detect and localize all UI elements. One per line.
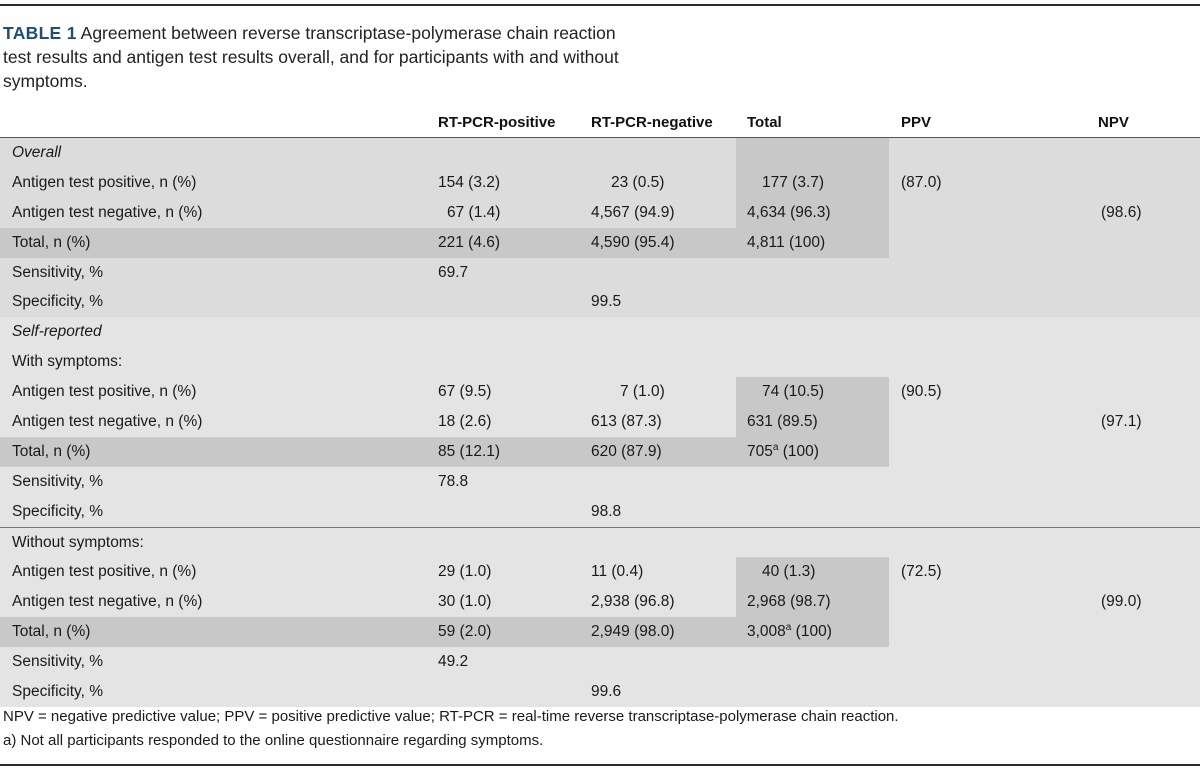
cell-total: 74 (10.5) <box>736 377 889 408</box>
cell-neg: 99.5 <box>581 287 736 318</box>
header-empty <box>0 107 426 138</box>
bottom-rule <box>0 764 1200 766</box>
top-rule <box>0 4 1200 6</box>
cell-pos: 67 (9.5) <box>426 377 581 408</box>
table-row: Antigen test negative, n (%) 30 (1.0) 2,… <box>0 587 1200 618</box>
section-self-reported-row: Self-reported <box>0 317 1200 348</box>
total-number: 705 <box>747 442 773 460</box>
table-row: Sensitivity, % 49.2 <box>0 647 1200 678</box>
table-row-total: Total, n (%) 85 (12.1) 620 (87.9) 705a (… <box>0 436 1200 467</box>
table-row: Sensitivity, % 69.7 <box>0 257 1200 288</box>
row-label: Antigen test positive, n (%) <box>0 557 426 588</box>
table-row: Sensitivity, % 78.8 <box>0 466 1200 497</box>
row-label: Sensitivity, % <box>0 466 426 497</box>
row-label: Antigen test negative, n (%) <box>0 587 426 618</box>
cell-neg: 2,938 (96.8) <box>581 587 736 618</box>
row-label: Total, n (%) <box>0 436 426 467</box>
cell-neg: 99.6 <box>581 677 736 707</box>
cell-pos: 59 (2.0) <box>426 617 581 648</box>
cell-pos: 18 (2.6) <box>426 407 581 437</box>
total-number: 3,008 <box>747 623 786 641</box>
row-label: Sensitivity, % <box>0 257 426 288</box>
cell-pos: 69.7 <box>426 257 581 288</box>
subsection-title-without-symptoms: Without symptoms: <box>0 526 426 558</box>
row-label: Antigen test positive, n (%) <box>0 377 426 408</box>
cell-ppv: (72.5) <box>889 557 1043 588</box>
row-label: Total, n (%) <box>0 617 426 648</box>
table-row: Antigen test positive, n (%) 154 (3.2) 2… <box>0 167 1200 198</box>
cell-neg: 11 (0.4) <box>581 557 736 588</box>
section-overall-row: Overall <box>0 137 1200 168</box>
footnote-a: a) Not all participants responded to the… <box>3 732 544 749</box>
cell-neg: 7 (1.0) <box>581 377 736 408</box>
row-label: Antigen test negative, n (%) <box>0 407 426 437</box>
footnote-marker: a <box>785 622 792 634</box>
cell-npv: (97.1) <box>1043 407 1200 437</box>
cell-pos: 78.8 <box>426 466 581 497</box>
cell-total: 2,968 (98.7) <box>736 587 889 618</box>
table-row-total: Total, n (%) 59 (2.0) 2,949 (98.0) 3,008… <box>0 617 1200 648</box>
cell-neg: 23 (0.5) <box>581 167 736 198</box>
cell-total: 3,008a (100) <box>736 617 889 648</box>
row-label: Specificity, % <box>0 677 426 707</box>
section-title-self-reported: Self-reported <box>0 317 426 348</box>
agreement-table: RT-PCR-positive RT-PCR-negative Total PP… <box>0 107 1200 707</box>
cell-npv: (98.6) <box>1043 197 1200 228</box>
cell-pos: 29 (1.0) <box>426 557 581 588</box>
section-title-overall: Overall <box>0 137 426 168</box>
cell-total: 631 (89.5) <box>736 407 889 437</box>
table-row: Antigen test positive, n (%) 67 (9.5) 7 … <box>0 377 1200 408</box>
header-row: RT-PCR-positive RT-PCR-negative Total PP… <box>0 107 1200 138</box>
cell-ppv: (87.0) <box>889 167 1043 198</box>
total-percent: (100) <box>778 442 819 460</box>
cell-neg: 4,590 (95.4) <box>581 227 736 258</box>
table-row: Antigen test negative, n (%) 18 (2.6) 61… <box>0 407 1200 437</box>
table-row: Antigen test positive, n (%) 29 (1.0) 11… <box>0 557 1200 588</box>
row-label: Antigen test positive, n (%) <box>0 167 426 198</box>
cell-pos: 49.2 <box>426 647 581 678</box>
cell-pos: 85 (12.1) <box>426 436 581 467</box>
cell-neg: 613 (87.3) <box>581 407 736 437</box>
cell-pos: 154 (3.2) <box>426 167 581 198</box>
cell-neg: 2,949 (98.0) <box>581 617 736 648</box>
cell-total: 40 (1.3) <box>736 557 889 588</box>
table-caption: TABLE 1 Agreement between reverse transc… <box>3 21 623 93</box>
subsection-with-symptoms-row: With symptoms: <box>0 347 1200 378</box>
row-label: Sensitivity, % <box>0 647 426 678</box>
cell-neg: 98.8 <box>581 496 736 528</box>
cell-total: 4,634 (96.3) <box>736 197 889 228</box>
header-rt-pcr-positive: RT-PCR-positive <box>426 107 581 138</box>
header-npv: NPV <box>1043 107 1200 138</box>
cell-neg: 4,567 (94.9) <box>581 197 736 228</box>
cell-pos: 221 (4.6) <box>426 227 581 258</box>
header-total: Total <box>736 107 889 138</box>
cell-total: 705a (100) <box>736 436 889 467</box>
cell-total: 4,811 (100) <box>736 227 889 258</box>
header-rt-pcr-negative: RT-PCR-negative <box>581 107 736 138</box>
subsection-without-symptoms-row: Without symptoms: <box>0 526 1200 558</box>
subsection-title-with-symptoms: With symptoms: <box>0 347 426 378</box>
cell-pos: 67 (1.4) <box>426 197 581 228</box>
table-row: Specificity, % 98.8 <box>0 496 1200 528</box>
cell-total: 177 (3.7) <box>736 167 889 198</box>
table-caption-text: Agreement between reverse transcriptase-… <box>3 23 619 91</box>
cell-npv: (99.0) <box>1043 587 1200 618</box>
total-percent: (100) <box>791 623 832 641</box>
footnote-abbreviations: NPV = negative predictive value; PPV = p… <box>3 708 899 725</box>
table-row: Specificity, % 99.5 <box>0 287 1200 318</box>
cell-ppv: (90.5) <box>889 377 1043 408</box>
cell-pos: 30 (1.0) <box>426 587 581 618</box>
table-row: Specificity, % 99.6 <box>0 677 1200 707</box>
table-label: TABLE 1 <box>3 23 77 43</box>
table-row: Antigen test negative, n (%) 67 (1.4) 4,… <box>0 197 1200 228</box>
row-label: Specificity, % <box>0 496 426 528</box>
header-ppv: PPV <box>889 107 1043 138</box>
row-label: Total, n (%) <box>0 227 426 258</box>
table-row-total: Total, n (%) 221 (4.6) 4,590 (95.4) 4,81… <box>0 227 1200 258</box>
row-label: Antigen test negative, n (%) <box>0 197 426 228</box>
footnote-marker: a <box>772 441 779 453</box>
row-label: Specificity, % <box>0 287 426 318</box>
cell-neg: 620 (87.9) <box>581 436 736 467</box>
